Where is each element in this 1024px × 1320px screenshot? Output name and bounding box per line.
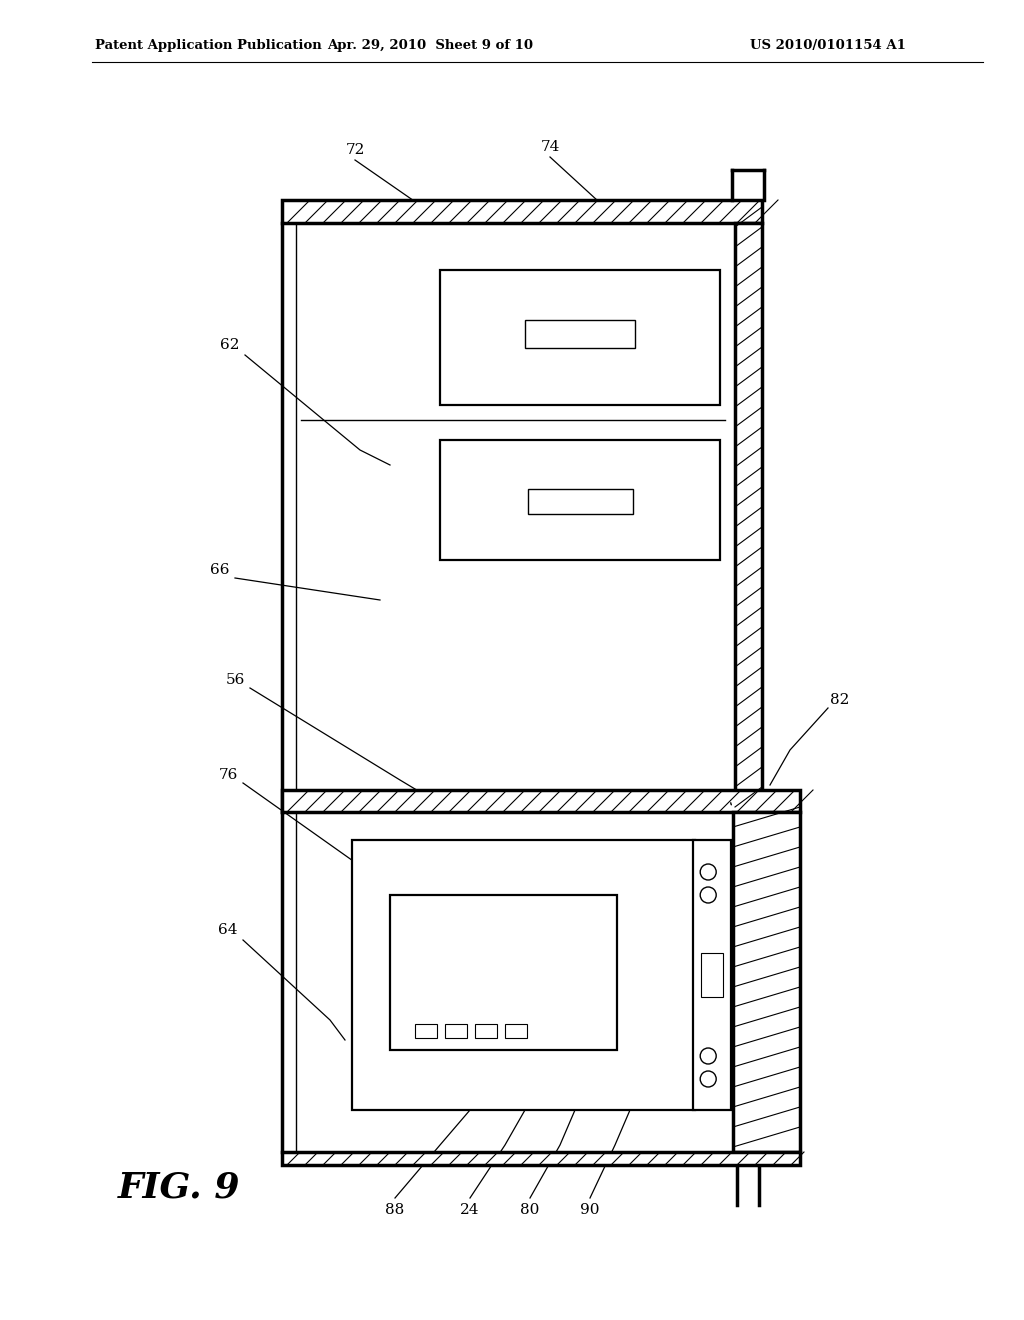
Text: 76: 76 <box>218 768 238 781</box>
Bar <box>352 840 695 1110</box>
Bar <box>282 201 762 223</box>
Bar <box>440 271 720 405</box>
Bar <box>505 1024 527 1038</box>
Text: 62: 62 <box>220 338 240 352</box>
Bar <box>475 1024 497 1038</box>
Text: Apr. 29, 2010  Sheet 9 of 10: Apr. 29, 2010 Sheet 9 of 10 <box>327 38 534 51</box>
Text: 64: 64 <box>218 923 238 937</box>
Text: 24: 24 <box>460 1203 480 1217</box>
Text: Patent Application Publication: Patent Application Publication <box>95 38 322 51</box>
Text: 74: 74 <box>541 140 560 154</box>
Bar <box>390 895 617 1049</box>
Bar <box>693 840 731 1110</box>
Bar <box>440 440 720 560</box>
Text: US 2010/0101154 A1: US 2010/0101154 A1 <box>750 38 906 51</box>
Bar <box>282 1152 800 1166</box>
Bar <box>415 1024 437 1038</box>
Bar <box>445 1024 467 1038</box>
Text: 88: 88 <box>385 1203 404 1217</box>
Text: 90: 90 <box>581 1203 600 1217</box>
Bar <box>701 953 723 997</box>
Text: 82: 82 <box>830 693 850 708</box>
Text: 80: 80 <box>520 1203 540 1217</box>
Text: FIG. 9: FIG. 9 <box>118 1170 241 1204</box>
Text: 72: 72 <box>345 143 365 157</box>
Bar <box>733 812 800 1152</box>
Bar <box>735 223 762 812</box>
Text: 66: 66 <box>210 564 229 577</box>
Bar <box>525 321 635 348</box>
Bar <box>527 490 633 515</box>
Text: 56: 56 <box>225 673 245 686</box>
Bar <box>282 789 800 812</box>
